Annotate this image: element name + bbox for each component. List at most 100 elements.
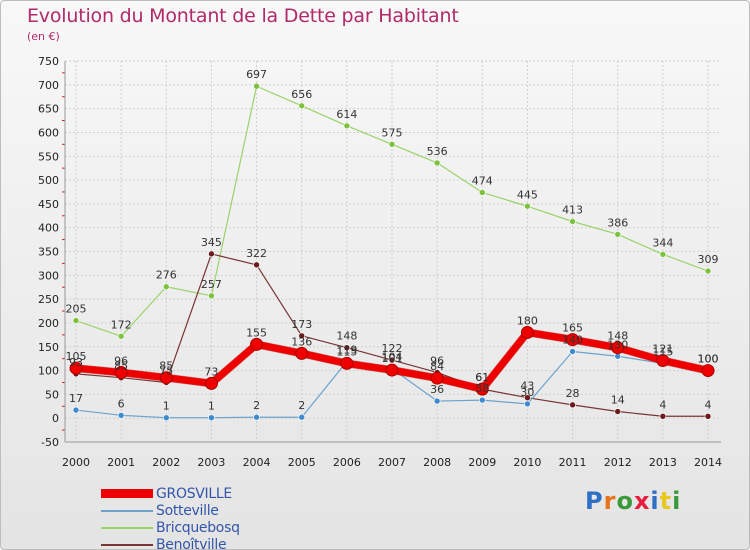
data-label: 386 — [607, 216, 628, 229]
y-tick-label: 150 — [38, 341, 59, 354]
data-label: 122 — [382, 342, 403, 355]
x-tick-label: 2012 — [604, 456, 632, 469]
data-point — [478, 396, 486, 404]
data-point — [72, 317, 80, 324]
data-label: 309 — [698, 253, 719, 266]
data-label: 4 — [705, 398, 712, 411]
data-label: 96 — [114, 354, 128, 367]
legend-swatch — [101, 543, 153, 546]
x-tick-label: 2000 — [62, 456, 90, 469]
x-tick-label: 2005 — [288, 456, 316, 469]
data-point — [117, 332, 125, 340]
x-tick-label: 2003 — [197, 456, 225, 469]
data-label: 38 — [475, 382, 489, 395]
y-tick-label: 0 — [52, 412, 59, 425]
data-point — [614, 231, 622, 238]
data-label: 121 — [652, 343, 673, 356]
data-label: 656 — [291, 88, 312, 101]
data-label: 445 — [517, 188, 538, 201]
data-point — [388, 356, 396, 364]
data-label: 130 — [607, 338, 628, 351]
legend-label: GROSVILLE — [156, 485, 232, 502]
legend-swatch — [101, 489, 153, 498]
data-point — [701, 364, 715, 378]
data-point — [208, 414, 215, 422]
y-tick-label: 300 — [38, 269, 59, 282]
data-point — [611, 341, 625, 355]
data-label: 105 — [66, 350, 87, 363]
data-label: 115 — [336, 345, 357, 358]
data-point — [298, 102, 306, 110]
data-label: 43 — [520, 380, 534, 393]
data-label: 1 — [163, 400, 170, 413]
data-point — [343, 122, 351, 130]
data-point — [117, 412, 125, 419]
data-point — [478, 189, 486, 196]
data-point — [704, 412, 712, 420]
x-tick-label: 2014 — [694, 456, 722, 469]
y-tick-label: -50 — [41, 436, 59, 449]
data-point — [208, 250, 215, 258]
y-tick-label: 600 — [38, 126, 59, 139]
data-label: 276 — [156, 269, 177, 282]
data-label: 61 — [475, 371, 489, 384]
legend-label: Sotteville — [156, 502, 219, 519]
data-point — [524, 400, 531, 408]
y-tick-label: 500 — [38, 174, 59, 187]
data-label: 85 — [114, 360, 128, 373]
y-tick-label: 750 — [38, 55, 59, 68]
data-label: 575 — [382, 126, 403, 139]
data-point — [656, 354, 670, 368]
data-point — [72, 406, 80, 414]
data-label: 136 — [291, 335, 312, 348]
y-tick-label: 350 — [38, 246, 59, 259]
data-point — [524, 202, 531, 210]
data-label: 85 — [159, 360, 173, 373]
data-label: 1 — [208, 400, 215, 413]
data-label: 104 — [382, 351, 403, 364]
data-label: 17 — [69, 392, 83, 405]
legend-swatch — [101, 509, 153, 512]
legend-item: Sotteville — [101, 502, 240, 519]
data-point — [208, 292, 215, 300]
y-tick-label: 50 — [45, 388, 59, 401]
data-label: 2 — [298, 399, 305, 412]
y-tick-label: 650 — [38, 103, 59, 116]
data-point — [343, 344, 351, 352]
data-point — [298, 332, 306, 340]
data-label: 148 — [336, 330, 357, 343]
y-tick-label: 400 — [38, 222, 59, 235]
y-tick-label: 550 — [38, 150, 59, 163]
data-point — [295, 346, 309, 360]
y-tick-label: 700 — [38, 79, 59, 92]
data-label: 14 — [611, 394, 625, 407]
x-tick-label: 2007 — [378, 456, 406, 469]
data-point — [659, 412, 667, 420]
data-label: 101 — [382, 352, 403, 365]
data-point — [298, 413, 306, 421]
data-label: 100 — [698, 353, 719, 366]
data-label: 2 — [253, 399, 260, 412]
data-label: 697 — [246, 68, 267, 81]
data-label: 474 — [472, 174, 493, 187]
data-label: 61 — [475, 371, 489, 384]
data-label: 205 — [66, 303, 87, 316]
data-label: 173 — [291, 318, 312, 331]
data-point — [69, 361, 83, 375]
data-label: 36 — [430, 383, 444, 396]
data-point — [520, 325, 534, 339]
data-point — [566, 333, 580, 347]
x-tick-label: 2009 — [468, 456, 496, 469]
data-point — [659, 251, 667, 258]
x-tick-label: 2006 — [333, 456, 361, 469]
x-tick-label: 2013 — [649, 456, 677, 469]
x-tick-label: 2004 — [243, 456, 271, 469]
data-label: 93 — [69, 356, 83, 369]
data-point — [159, 371, 173, 385]
data-label: 96 — [430, 354, 444, 367]
data-label: 257 — [201, 278, 222, 291]
chart-legend: GROSVILLE Sotteville Bricquebosq Benoîtvill… — [101, 485, 240, 549]
data-label: 536 — [427, 145, 448, 158]
data-label: 119 — [336, 344, 357, 357]
